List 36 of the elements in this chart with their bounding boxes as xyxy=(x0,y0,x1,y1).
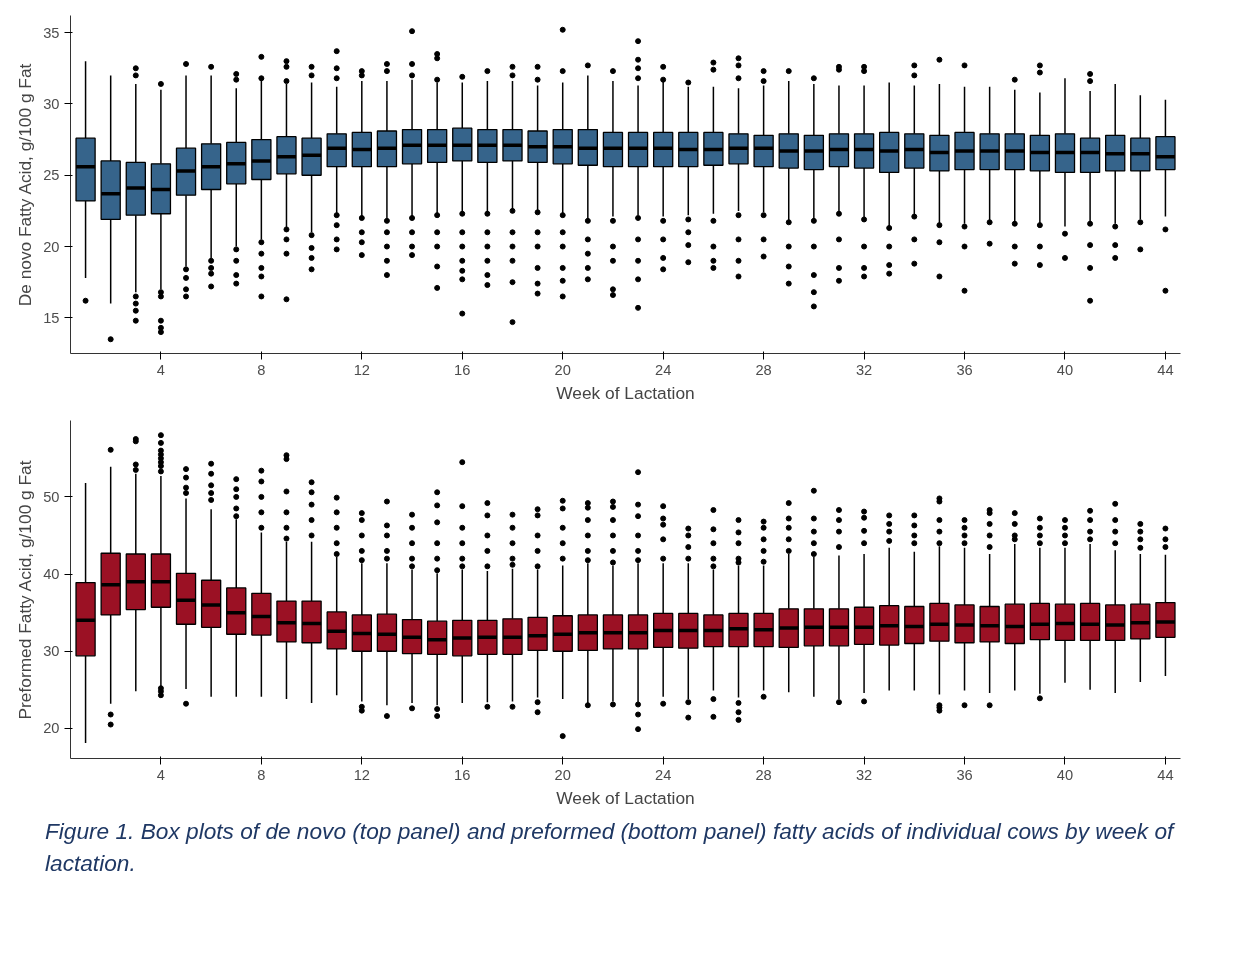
x-tick-label: 32 xyxy=(855,766,873,783)
y-tick-label: 20 xyxy=(43,238,60,255)
x-tick-label: 44 xyxy=(1157,361,1174,378)
x-tick-label: 4 xyxy=(156,766,165,783)
x-tick-label: 40 xyxy=(1056,361,1074,378)
x-axis-title: Week of Lactation xyxy=(556,787,695,808)
caption: Figure 1. Box plots of de novo (top panel) and preformed (bottom panel) fatty acids of individual cows by week of lactation. xyxy=(45,817,1176,879)
x-tick-label: 36 xyxy=(956,766,973,783)
x-tick-label: 8 xyxy=(257,766,266,783)
y-tick-label: 15 xyxy=(43,309,60,326)
y-tick-label: 30 xyxy=(43,643,60,660)
x-tick-label: 32 xyxy=(855,361,873,378)
x-tick-label: 12 xyxy=(353,766,370,783)
x-tick-label: 40 xyxy=(1056,766,1074,783)
y-tick-label: 50 xyxy=(43,488,60,505)
x-axis-title: Week of Lactation xyxy=(556,382,695,403)
y-axis-title: De novo Fatty Acid, g/100 g Fat xyxy=(15,63,36,307)
x-tick-label: 44 xyxy=(1157,766,1174,783)
y-tick-label: 35 xyxy=(43,24,60,41)
y-tick-label: 20 xyxy=(43,720,60,737)
y-tick-label: 40 xyxy=(43,566,60,583)
y-axis-title: Preformed Fatty Acid, g/100 g Fat xyxy=(15,460,36,720)
x-tick-label: 16 xyxy=(454,766,471,783)
x-tick-label: 28 xyxy=(755,361,772,378)
x-tick-label: 12 xyxy=(353,361,370,378)
x-tick-label: 36 xyxy=(956,361,973,378)
x-tick-label: 20 xyxy=(554,361,571,378)
y-tick-label: 30 xyxy=(43,95,60,112)
x-tick-label: 20 xyxy=(554,766,571,783)
x-tick-label: 24 xyxy=(655,766,672,783)
x-tick-label: 8 xyxy=(257,361,266,378)
x-tick-label: 4 xyxy=(156,361,165,378)
y-tick-label: 25 xyxy=(43,167,60,184)
x-tick-label: 24 xyxy=(655,361,672,378)
x-tick-label: 28 xyxy=(755,766,772,783)
x-tick-label: 16 xyxy=(454,361,471,378)
